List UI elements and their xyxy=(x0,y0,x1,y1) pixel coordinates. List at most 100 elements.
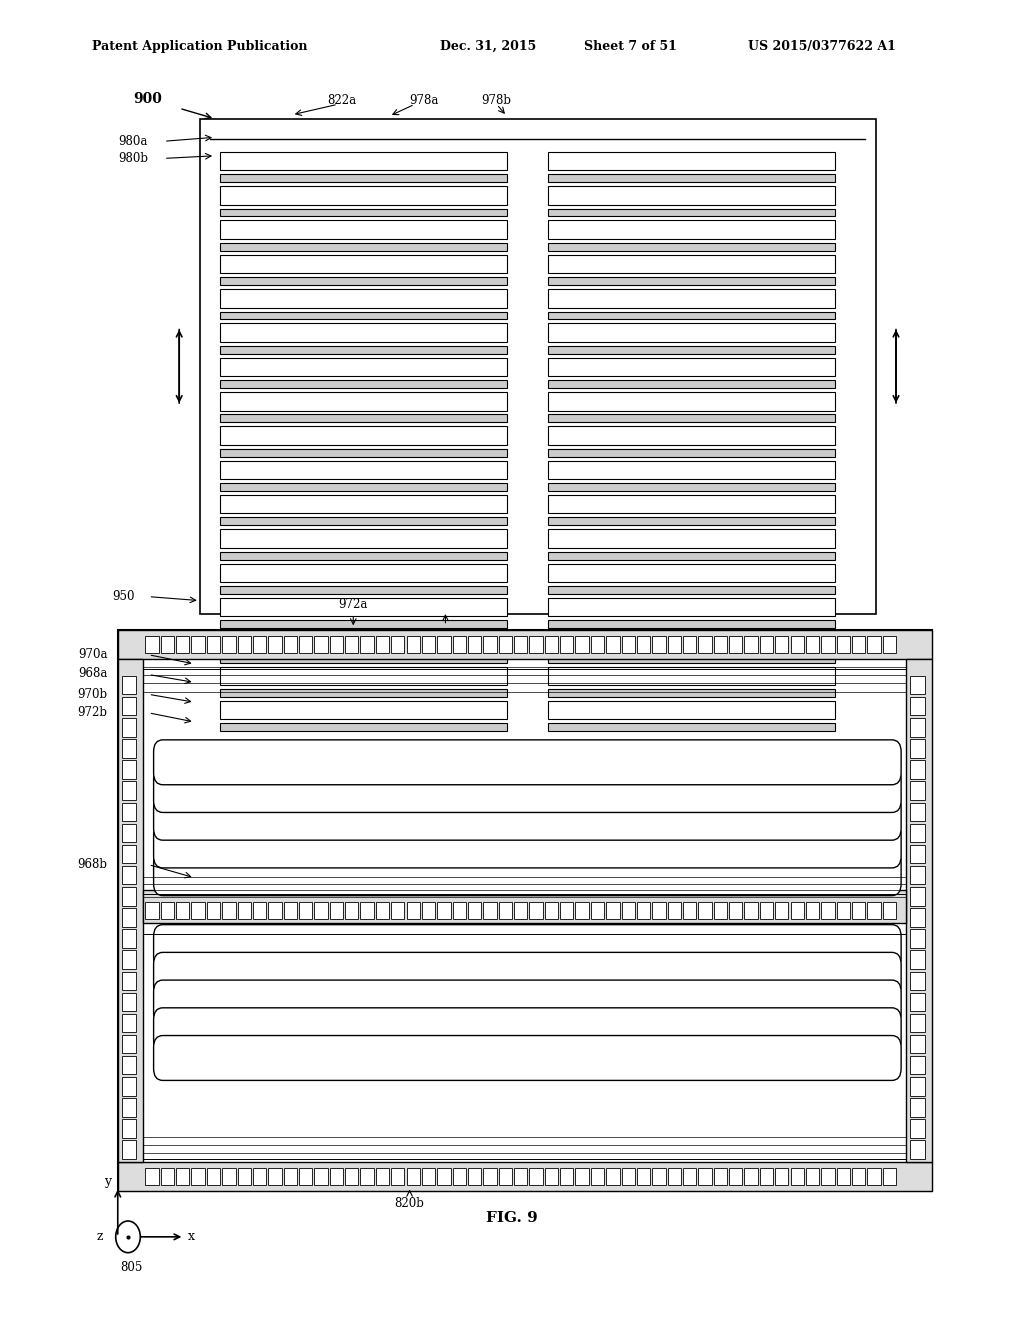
Bar xyxy=(122,739,136,758)
Bar xyxy=(729,1168,742,1185)
Bar xyxy=(191,636,205,653)
Bar xyxy=(145,1168,159,1185)
Bar xyxy=(222,903,236,919)
Bar xyxy=(910,1119,925,1138)
Bar xyxy=(729,636,742,653)
Bar xyxy=(548,517,835,525)
Bar xyxy=(145,636,159,653)
Bar xyxy=(122,1140,136,1159)
Bar xyxy=(668,636,681,653)
Bar xyxy=(468,636,481,653)
Bar xyxy=(220,483,507,491)
Bar xyxy=(161,903,174,919)
Bar xyxy=(910,866,925,884)
Bar xyxy=(514,1168,527,1185)
Bar xyxy=(910,676,925,694)
Bar xyxy=(548,243,835,251)
Bar xyxy=(207,903,220,919)
Bar xyxy=(407,636,420,653)
Bar xyxy=(220,392,507,411)
Text: 968b: 968b xyxy=(78,858,108,871)
Bar xyxy=(867,1168,881,1185)
Bar xyxy=(548,655,835,663)
Bar xyxy=(545,903,558,919)
Bar xyxy=(910,739,925,758)
Bar xyxy=(837,636,850,653)
Bar xyxy=(910,845,925,863)
Bar xyxy=(314,636,328,653)
Bar xyxy=(330,1168,343,1185)
Bar xyxy=(468,903,481,919)
Bar xyxy=(422,903,435,919)
Bar xyxy=(122,1098,136,1117)
Bar xyxy=(122,887,136,906)
Bar xyxy=(548,186,835,205)
Bar xyxy=(545,1168,558,1185)
Bar xyxy=(360,903,374,919)
Bar xyxy=(122,824,136,842)
Bar xyxy=(548,289,835,308)
Bar xyxy=(668,1168,681,1185)
Bar xyxy=(220,723,507,731)
Bar xyxy=(575,903,589,919)
Bar xyxy=(548,620,835,628)
Bar xyxy=(548,529,835,548)
Bar xyxy=(548,380,835,388)
Bar xyxy=(910,908,925,927)
Bar xyxy=(837,1168,850,1185)
Bar xyxy=(253,1168,266,1185)
Bar xyxy=(143,891,906,924)
Bar xyxy=(122,781,136,800)
Bar xyxy=(775,636,788,653)
Bar xyxy=(548,701,835,719)
Bar xyxy=(499,1168,512,1185)
Bar xyxy=(548,346,835,354)
Bar xyxy=(545,636,558,653)
Bar xyxy=(437,1168,451,1185)
Bar xyxy=(437,903,451,919)
Bar xyxy=(220,186,507,205)
Bar xyxy=(122,1077,136,1096)
Bar xyxy=(548,152,835,170)
Bar xyxy=(499,636,512,653)
Bar xyxy=(220,667,507,685)
Bar xyxy=(548,255,835,273)
Bar xyxy=(176,636,189,653)
Text: Sheet 7 of 51: Sheet 7 of 51 xyxy=(584,40,677,53)
Bar xyxy=(806,903,819,919)
Bar xyxy=(483,903,497,919)
FancyBboxPatch shape xyxy=(154,795,901,841)
Bar xyxy=(345,636,358,653)
Bar xyxy=(791,636,804,653)
Bar xyxy=(220,209,507,216)
Bar xyxy=(548,483,835,491)
Bar xyxy=(910,950,925,969)
Bar xyxy=(284,636,297,653)
Bar xyxy=(453,1168,466,1185)
Bar xyxy=(122,1014,136,1032)
Bar xyxy=(122,1056,136,1074)
Bar xyxy=(821,1168,835,1185)
Bar xyxy=(744,636,758,653)
Bar xyxy=(122,908,136,927)
Bar xyxy=(529,903,543,919)
Bar xyxy=(548,277,835,285)
Bar xyxy=(637,903,650,919)
Bar xyxy=(910,1077,925,1096)
Bar xyxy=(514,636,527,653)
Bar xyxy=(391,636,404,653)
Bar xyxy=(122,845,136,863)
Bar xyxy=(376,1168,389,1185)
Bar xyxy=(548,723,835,731)
FancyBboxPatch shape xyxy=(154,979,901,1024)
Bar xyxy=(591,1168,604,1185)
Bar xyxy=(698,903,712,919)
Bar xyxy=(191,903,205,919)
Bar xyxy=(220,323,507,342)
Bar xyxy=(548,414,835,422)
Bar xyxy=(161,636,174,653)
Bar xyxy=(220,174,507,182)
Bar xyxy=(906,659,932,1162)
Text: 822a: 822a xyxy=(328,94,356,107)
Bar xyxy=(560,903,573,919)
